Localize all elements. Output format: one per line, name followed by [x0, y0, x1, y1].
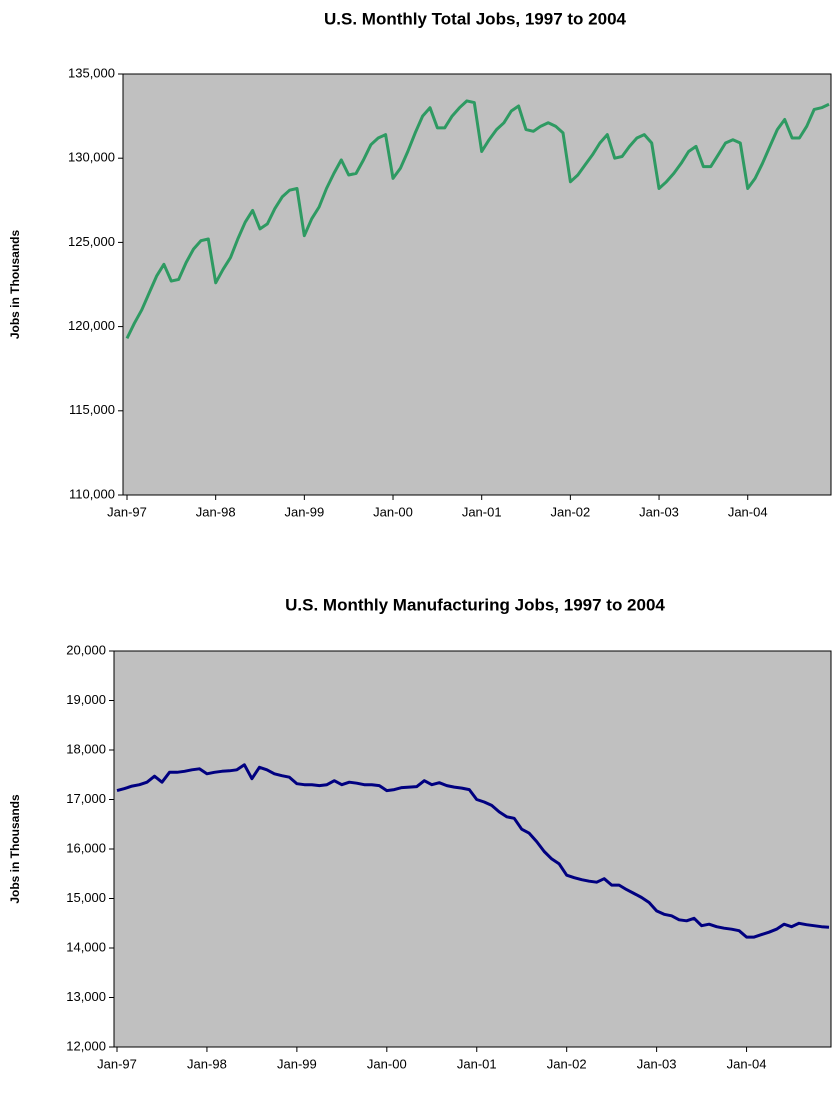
- x-tick-label: Jan-99: [284, 504, 324, 519]
- y-axis-label: Jobs in Thousands: [8, 794, 22, 904]
- x-tick-label: Jan-97: [107, 504, 147, 519]
- x-tick-label: Jan-04: [728, 504, 768, 519]
- y-tick-label: 14,000: [66, 939, 106, 954]
- x-tick-label: Jan-03: [639, 504, 679, 519]
- y-tick-label: 115,000: [69, 402, 115, 417]
- y-tick-label: 130,000: [68, 150, 115, 165]
- x-tick-label: Jan-01: [462, 504, 502, 519]
- y-tick-label: 125,000: [68, 234, 115, 249]
- x-tick-label: Jan-98: [187, 1056, 227, 1071]
- x-tick-label: Jan-98: [196, 504, 236, 519]
- x-tick-label: Jan-04: [727, 1056, 767, 1071]
- chart-title: U.S. Monthly Manufacturing Jobs, 1997 to…: [285, 595, 665, 614]
- y-tick-label: 13,000: [66, 989, 106, 1004]
- y-tick-label: 19,000: [66, 692, 106, 707]
- x-tick-label: Jan-97: [97, 1056, 137, 1071]
- x-tick-label: Jan-03: [637, 1056, 677, 1071]
- x-tick-label: Jan-99: [277, 1056, 317, 1071]
- y-tick-label: 135,000: [68, 65, 115, 80]
- y-tick-label: 16,000: [66, 840, 106, 855]
- y-tick-label: 15,000: [66, 890, 106, 905]
- data-line: [125, 99, 830, 340]
- y-tick-label: 12,000: [66, 1038, 106, 1053]
- y-tick-label: 20,000: [66, 642, 106, 657]
- y-tick-label: 110,000: [69, 486, 115, 501]
- y-tick-label: 120,000: [68, 318, 115, 333]
- y-tick-label: 18,000: [66, 741, 106, 756]
- plot-area: [113, 650, 832, 1048]
- x-tick-label: Jan-02: [550, 504, 590, 519]
- x-tick-label: Jan-01: [457, 1056, 497, 1071]
- data-line: [116, 763, 830, 939]
- y-tick-label: 17,000: [66, 791, 106, 806]
- y-axis-label: Jobs in Thousands: [8, 230, 22, 340]
- plot-area: [122, 73, 832, 496]
- x-tick-label: Jan-02: [547, 1056, 587, 1071]
- x-tick-label: Jan-00: [373, 504, 413, 519]
- x-tick-label: Jan-00: [367, 1056, 407, 1071]
- chart-title: U.S. Monthly Total Jobs, 1997 to 2004: [324, 9, 627, 28]
